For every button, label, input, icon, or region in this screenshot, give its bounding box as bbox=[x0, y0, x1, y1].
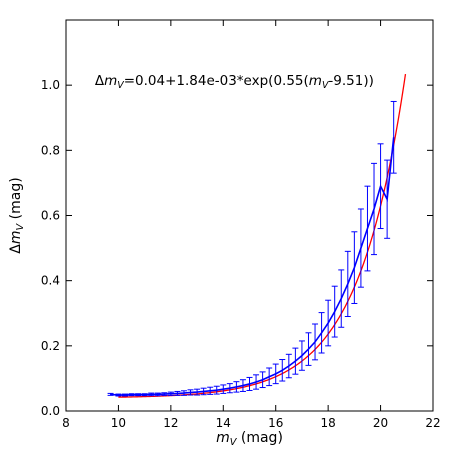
fit-curve bbox=[118, 73, 407, 398]
y-tick-label: 0.0 bbox=[41, 404, 60, 418]
x-tick-label: 8 bbox=[62, 416, 70, 430]
x-tick-label: 18 bbox=[321, 416, 336, 430]
fit-equation-annotation: ΔmV​=0.04+1.84e-03*exp(0.55(mV​-9.51)) bbox=[95, 73, 374, 91]
y-tick-label: 0.4 bbox=[41, 274, 60, 288]
fit-curve-layer bbox=[118, 73, 407, 398]
y-tick-label: 0.8 bbox=[41, 143, 60, 157]
data-line bbox=[110, 137, 395, 396]
x-tick-label: 20 bbox=[373, 416, 388, 430]
x-tick-label: 22 bbox=[425, 416, 440, 430]
x-tick-label: 10 bbox=[111, 416, 126, 430]
errorbar-layer bbox=[107, 100, 397, 397]
y-tick-label: 0.6 bbox=[41, 209, 60, 223]
y-axis-label: ΔmV​ (mag) bbox=[8, 177, 26, 253]
y-tick-label: 0.2 bbox=[41, 339, 60, 353]
x-tick-label: 12 bbox=[163, 416, 178, 430]
x-tick-label: 16 bbox=[268, 416, 283, 430]
x-tick-label: 14 bbox=[216, 416, 231, 430]
tick-layer: 8 10 12 14 16 18 20 22 0.0 0.2 0.4 0.6 0.8 1.0 bbox=[41, 20, 441, 430]
x-axis-label: mV​ (mag) bbox=[216, 430, 283, 448]
y-tick-label: 1.0 bbox=[41, 78, 60, 92]
